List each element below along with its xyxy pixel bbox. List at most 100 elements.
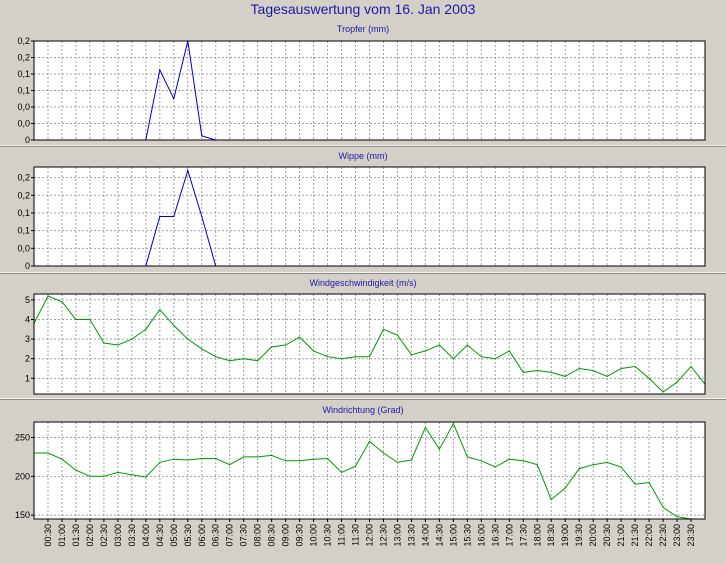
x-tick-label: 23:30	[686, 524, 696, 547]
data-point	[452, 422, 454, 425]
x-tick-label: 14:30	[434, 524, 444, 547]
data-point	[145, 328, 147, 330]
data-point	[89, 475, 91, 477]
data-point	[159, 69, 161, 71]
data-point	[494, 358, 496, 360]
data-point	[299, 336, 301, 338]
x-tick-label: 10:00	[309, 524, 319, 547]
x-tick-label: 22:00	[644, 524, 654, 547]
panel-title-tropfer: Tropfer (mm)	[336, 24, 390, 34]
data-point	[508, 350, 510, 352]
data-point	[676, 516, 678, 518]
x-tick-label: 06:30	[211, 524, 221, 547]
data-point	[606, 461, 608, 463]
data-point	[578, 367, 580, 370]
data-point	[466, 456, 468, 458]
data-point	[47, 295, 49, 297]
data-point	[285, 460, 287, 462]
x-tick-label: 05:00	[169, 524, 179, 547]
page-title: Tagesauswertung vom 16. Jan 2003	[250, 1, 476, 17]
data-point	[382, 452, 385, 454]
data-point	[201, 348, 203, 350]
data-point	[410, 459, 413, 461]
plot-frame	[33, 166, 706, 267]
data-point	[173, 458, 175, 460]
plot-frame	[33, 40, 706, 141]
data-point	[480, 460, 482, 462]
x-tick-label: 16:30	[490, 524, 500, 547]
plot-frame	[33, 293, 706, 395]
x-tick-label: 01:30	[71, 524, 81, 547]
y-tick-label: 4	[25, 314, 30, 324]
data-point	[271, 346, 273, 348]
data-point	[592, 464, 594, 466]
data-point	[117, 344, 119, 346]
y-tick-label: 250	[15, 433, 30, 443]
data-point	[340, 358, 343, 360]
data-point	[89, 318, 91, 321]
data-point	[648, 481, 650, 484]
panel-separator	[0, 272, 726, 274]
data-point	[75, 318, 77, 321]
data-point	[271, 454, 273, 456]
data-point	[634, 483, 636, 485]
data-point	[145, 476, 147, 478]
data-point	[382, 328, 385, 330]
x-tick-label: 04:00	[141, 524, 151, 547]
x-tick-label: 09:00	[281, 524, 291, 547]
data-point	[103, 475, 105, 477]
data-point	[257, 456, 259, 458]
data-point	[187, 169, 189, 172]
data-point	[159, 215, 161, 218]
data-point	[550, 371, 552, 374]
x-tick-label: 13:00	[392, 524, 402, 547]
x-tick-label: 06:00	[197, 524, 207, 547]
y-tick-label: 200	[15, 471, 30, 481]
x-tick-label: 21:00	[616, 524, 626, 547]
data-point	[368, 356, 371, 358]
panel-title-windrichtung: Windrichtung (Grad)	[322, 405, 404, 415]
data-point	[522, 460, 524, 462]
data-point	[201, 457, 203, 460]
y-tick-label: 0	[25, 261, 30, 271]
data-point	[299, 460, 301, 462]
x-tick-label: 07:00	[225, 524, 235, 547]
y-tick-label: 3	[25, 334, 30, 344]
data-point	[354, 356, 357, 358]
x-tick-label: 02:00	[85, 524, 95, 547]
x-tick-label: 16:00	[476, 524, 486, 547]
data-point	[47, 452, 49, 454]
x-tick-label: 03:30	[127, 524, 137, 547]
panel-title-windgeschwindigkeit: Windgeschwindigkeit (m/s)	[309, 278, 417, 288]
data-point	[564, 375, 566, 377]
chart-tropfer: 0 0,0 0,0 0,1 0,1 0,2 0,2	[17, 36, 706, 145]
y-tick-label: 0,0	[17, 102, 30, 112]
y-tick-label: 0,0	[17, 119, 30, 129]
y-tick-label: 0,2	[17, 190, 30, 200]
x-tick-label: 14:00	[420, 524, 430, 547]
x-tick-label: 13:30	[406, 524, 416, 547]
data-point	[243, 456, 245, 458]
x-tick-label: 11:00	[337, 524, 347, 546]
data-point	[201, 215, 203, 218]
data-point	[354, 465, 357, 467]
x-tick-label: 17:00	[504, 524, 514, 547]
data-point	[103, 342, 105, 344]
data-point	[215, 457, 217, 460]
data-point	[173, 324, 175, 326]
chart-windgeschwindigkeit: 1 2 3 4 5	[25, 293, 706, 395]
y-tick-label: 2	[25, 354, 30, 364]
data-point	[592, 369, 594, 372]
x-tick-label: 20:00	[588, 524, 598, 547]
data-point	[662, 391, 664, 393]
data-point	[61, 301, 63, 303]
x-tick-label: 17:30	[518, 524, 528, 547]
x-tick-label: 19:00	[560, 524, 570, 547]
data-point	[438, 448, 440, 450]
x-tick-label: 08:00	[253, 524, 263, 547]
data-point	[480, 356, 482, 358]
data-point	[536, 464, 538, 466]
data-point	[131, 338, 133, 340]
x-tick-label: 21:30	[630, 524, 640, 547]
y-tick-label: 0,1	[17, 69, 30, 79]
